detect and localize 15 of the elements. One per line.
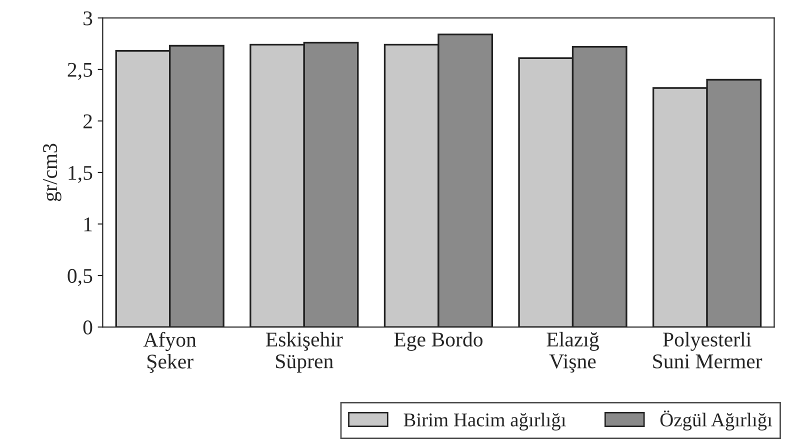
y-tick-label: 2 bbox=[83, 114, 92, 128]
y-tick-label: 1 bbox=[84, 217, 92, 232]
legend-label: Birim Hacim ağırlığı bbox=[404, 412, 566, 430]
x-tick-label: Elazığ Vişne bbox=[546, 332, 599, 373]
y-tick-label: 3 bbox=[84, 11, 92, 26]
x-tick-label: Afyon Şeker bbox=[143, 332, 196, 373]
y-tick-label: 0 bbox=[83, 320, 92, 334]
legend-label: Özgül Ağırlığı bbox=[660, 410, 772, 430]
y-axis-title: gr/cm3 bbox=[43, 144, 62, 202]
x-tick-label: Polyesterli Suni Mermer bbox=[653, 332, 762, 368]
y-tick-label: 2,5 bbox=[68, 62, 92, 80]
x-tick-label: Ege Bordo bbox=[394, 332, 482, 351]
y-tick-label: 0,5 bbox=[68, 268, 92, 286]
x-tick-label: Eskişehir Süpren bbox=[266, 332, 343, 373]
y-tick-label: 1,5 bbox=[68, 166, 92, 183]
